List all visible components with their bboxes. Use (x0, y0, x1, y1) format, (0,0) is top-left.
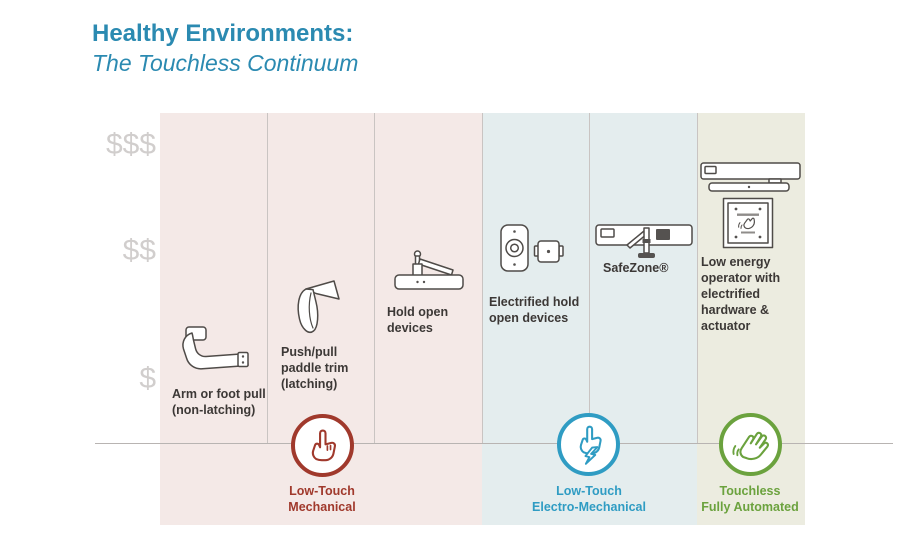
baseline-axis (95, 443, 893, 444)
category-label-low-touch-electro-mechanical: Low-Touch Electro-Mechanical (532, 484, 646, 515)
column-divider (589, 113, 590, 443)
category-label-low-touch-mechanical: Low-Touch Mechanical (288, 484, 356, 515)
paddle-trim-icon (297, 280, 340, 333)
safezone-operator-icon (595, 224, 693, 258)
product-label-hold-open: Hold open devices (387, 305, 449, 335)
wave-hand-icon (731, 431, 769, 460)
price-label-mid: $$ (122, 234, 156, 267)
product-label-arm-foot-pull: Arm or foot pull (non-latching) (172, 387, 266, 417)
touchless-fully-automated-badge (719, 413, 782, 476)
column-divider (697, 113, 698, 443)
low-touch-electro-mechanical-badge (557, 413, 620, 476)
low-energy-operator-icon (700, 162, 801, 192)
page-title: Healthy Environments: (92, 20, 354, 47)
price-label-high: $$$ (105, 128, 156, 161)
electrified-hold-open-icon (500, 224, 564, 272)
hold-open-device-icon (394, 250, 464, 290)
low-touch-mechanical-badge (291, 414, 354, 477)
tap-hand-icon (311, 428, 336, 461)
page-subtitle: The Touchless Continuum (92, 49, 359, 76)
wave-to-open-actuator-icon (722, 197, 774, 249)
category-label-touchless-fully-automated: Touchless Fully Automated (701, 484, 799, 515)
product-label-low-energy-operator: Low energy operator with electrified har… (701, 255, 781, 333)
header: Healthy Environments: The Touchless Cont… (92, 20, 358, 77)
tap-hand-electric-icon (579, 425, 602, 465)
product-label-paddle-trim: Push/pull paddle trim (latching) (281, 345, 349, 391)
product-label-safezone: SafeZone® (603, 261, 669, 275)
column-divider (267, 113, 268, 443)
column-divider (374, 113, 375, 443)
price-label-low: $ (139, 362, 156, 395)
arm-foot-pull-icon (182, 326, 249, 370)
column-divider (482, 113, 483, 443)
product-label-electrified-hold-open: Electrified hold open devices (489, 295, 580, 325)
